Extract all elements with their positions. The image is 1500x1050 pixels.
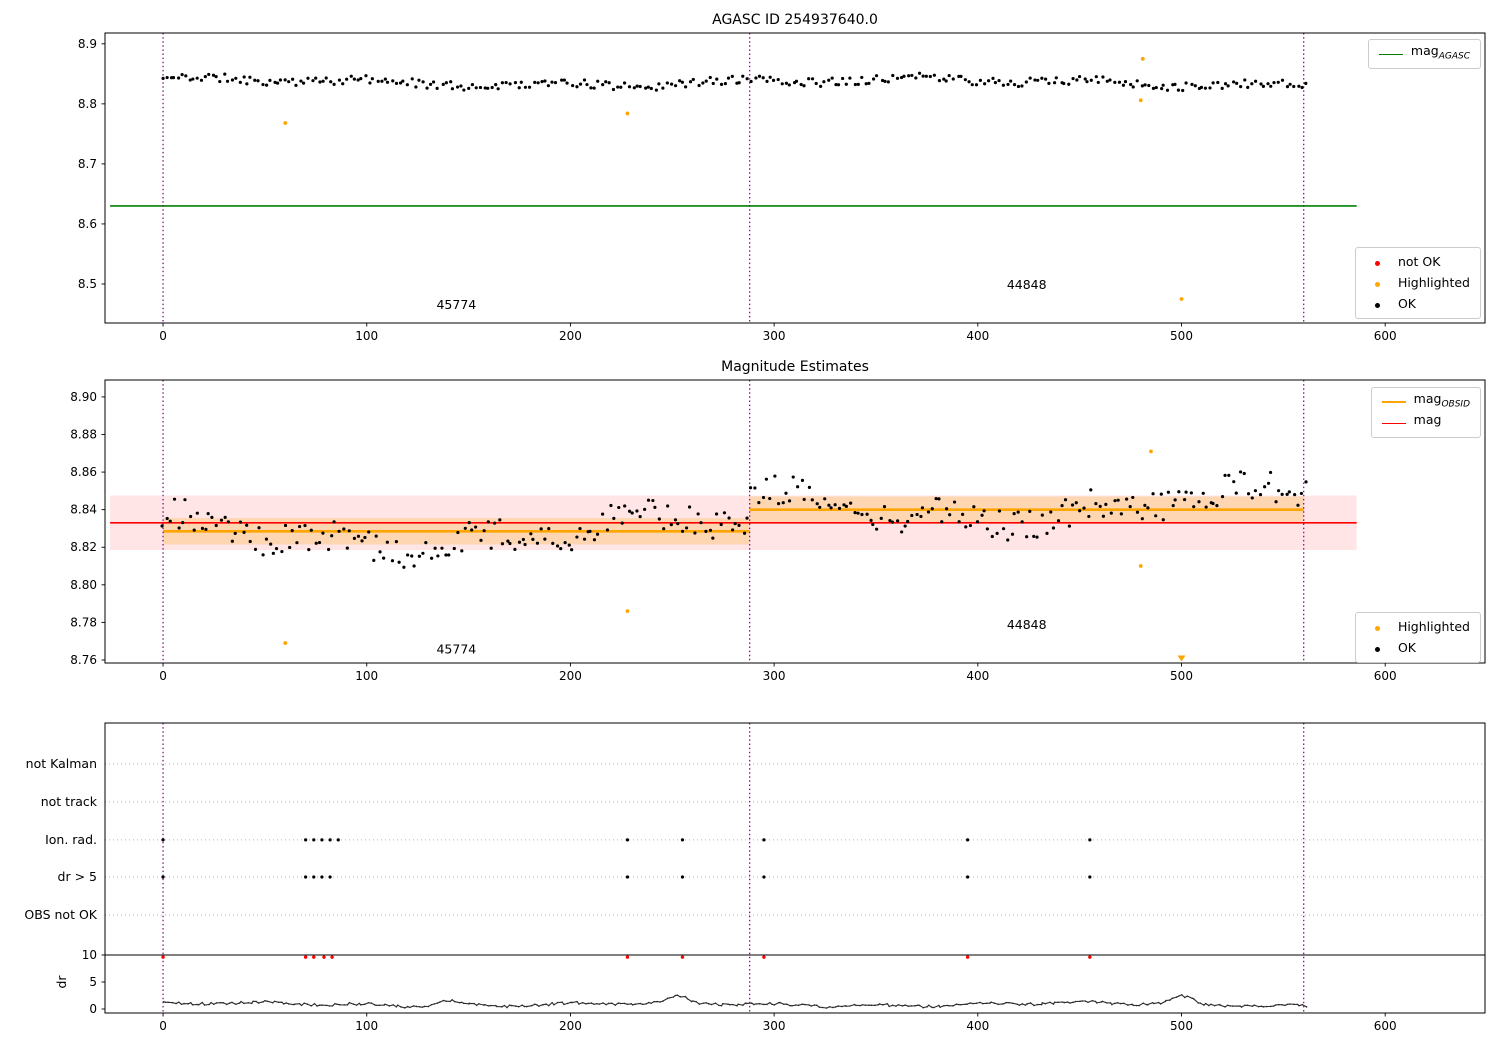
svg-text:0: 0 [89,1002,97,1016]
svg-text:100: 100 [355,669,378,683]
svg-text:8.76: 8.76 [70,653,97,667]
svg-text:44848: 44848 [1007,617,1047,632]
svg-text:0: 0 [159,669,167,683]
legend-label-ok-mid: OK [1397,640,1416,655]
legend-item-not-ok: not OK [1366,253,1470,271]
orange-dot-swatch [1366,618,1390,637]
legend-label-mag-agasc: magAGASC [1410,43,1470,62]
svg-text:Ion. rad.: Ion. rad. [45,832,97,847]
legend-item-mag-agasc: magAGASC [1378,43,1470,63]
svg-text:45774: 45774 [436,297,476,312]
svg-text:300: 300 [763,1019,786,1033]
legend-item-mag-obsid: magOBSID [1381,391,1470,411]
legend-markers-top: not OK Highlighted OK [1354,247,1481,319]
svg-text:not track: not track [41,794,98,809]
svg-text:600: 600 [1374,329,1397,343]
svg-text:8.7: 8.7 [78,157,97,171]
legend-label-highlighted-mid: Highlighted [1397,619,1470,634]
svg-text:100: 100 [355,1019,378,1033]
svg-text:200: 200 [559,669,582,683]
legend-label-mag: mag [1413,412,1442,428]
legend-label-mag-obsid: magOBSID [1413,391,1470,410]
legend-item-ok: OK [1366,295,1470,313]
svg-text:100: 100 [355,329,378,343]
svg-text:dr: dr [54,975,69,989]
svg-text:44848: 44848 [1007,277,1047,292]
svg-text:dr > 5: dr > 5 [58,869,97,884]
plot-flags-dr: not Kalman not track Ion. rad. dr > 5 OBS no… [24,722,1486,1033]
svg-text:0: 0 [159,1019,167,1033]
legend-label-ok: OK [1397,296,1416,311]
svg-text:10: 10 [82,948,97,962]
svg-text:8.6: 8.6 [78,217,97,231]
svg-text:8.8: 8.8 [78,97,97,111]
legend-label-highlighted: Highlighted [1397,275,1470,290]
svg-text:400: 400 [966,329,989,343]
green-line-swatch [1378,53,1403,55]
svg-text:8.84: 8.84 [70,503,97,517]
svg-text:400: 400 [966,669,989,683]
svg-text:8.88: 8.88 [70,427,97,441]
orange-dot-swatch [1366,274,1390,293]
plot1-title: AGASC ID 254937640.0 [712,12,878,28]
legend-label-not-ok: not OK [1397,254,1441,269]
plot-agasc-mag: 45774 44848 0 100 200 300 400 500 600 8.5 8.6 8.7 8.… [78,32,1486,343]
svg-text:200: 200 [559,329,582,343]
svg-text:8.78: 8.78 [70,615,97,629]
legend-mag-agasc: magAGASC [1367,39,1481,69]
svg-text:0: 0 [159,329,167,343]
legend-markers-mid: Highlighted OK [1354,612,1481,663]
svg-text:5: 5 [89,975,97,989]
svg-text:OBS not OK: OBS not OK [24,907,97,922]
black-dot-swatch [1366,295,1390,314]
legend-item-ok-mid: OK [1366,639,1470,657]
legend-item-highlighted-mid: Highlighted [1366,618,1470,636]
svg-text:300: 300 [763,669,786,683]
svg-text:8.5: 8.5 [78,277,97,291]
svg-text:500: 500 [1170,1019,1193,1033]
svg-text:8.9: 8.9 [78,37,97,51]
svg-text:500: 500 [1170,329,1193,343]
svg-text:600: 600 [1374,1019,1397,1033]
svg-text:300: 300 [763,329,786,343]
plot2-title: Magnitude Estimates [721,359,869,375]
red-line-swatch [1381,422,1406,424]
svg-text:8.86: 8.86 [70,465,97,479]
svg-text:8.90: 8.90 [70,390,97,404]
svg-text:600: 600 [1374,669,1397,683]
legend-mag-lines: magOBSID mag [1370,387,1481,438]
svg-text:not Kalman: not Kalman [26,756,97,771]
svg-text:500: 500 [1170,669,1193,683]
svg-text:8.80: 8.80 [70,578,97,592]
legend-item-mag: mag [1381,412,1470,432]
plot-magnitude-estimates: 45774 44848 0 100 200 300 400 500 600 8.76 8.78 8.8… [70,379,1486,683]
svg-text:45774: 45774 [436,641,476,656]
black-dot-swatch [1366,639,1390,658]
red-dot-swatch [1366,253,1390,272]
orange-line-swatch [1381,401,1406,403]
svg-text:200: 200 [559,1019,582,1033]
svg-text:8.82: 8.82 [70,540,97,554]
legend-item-highlighted: Highlighted [1366,274,1470,292]
svg-text:400: 400 [966,1019,989,1033]
